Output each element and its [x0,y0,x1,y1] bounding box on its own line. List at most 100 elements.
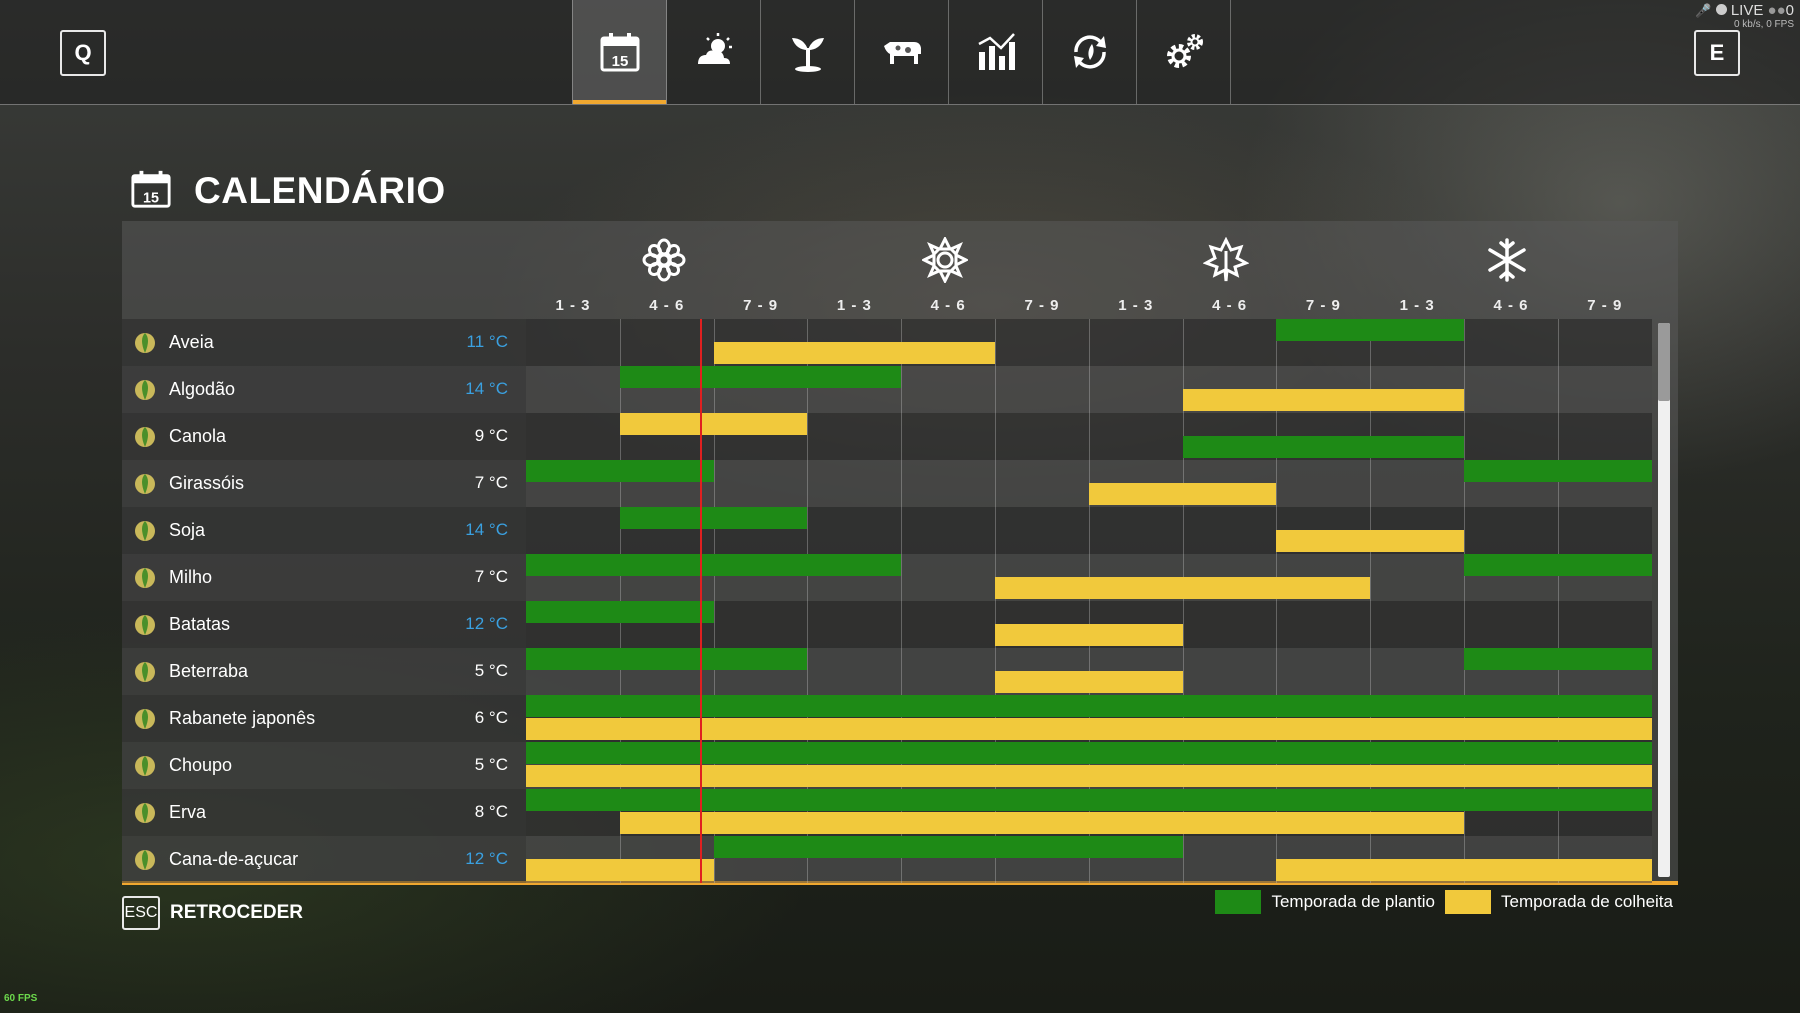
crop-row[interactable]: Cana-de-açucar 12 °C [122,836,1652,883]
crop-row[interactable]: Milho 7 °C [122,554,1652,601]
month-label: 7 - 9 [1024,297,1060,314]
grid-line [1557,601,1559,648]
grid-line [1088,366,1090,413]
grid-line [807,366,809,413]
title-calendar-day: 15 [143,190,159,206]
grid-line [1370,460,1372,507]
grid-line [901,507,903,554]
scrollbar-thumb[interactable] [1658,323,1670,401]
crop-sprout-icon [786,30,830,74]
crop-list-scrollbar[interactable] [1658,323,1670,877]
legend: Temporada de plantio Temporada de colhei… [1215,890,1673,914]
canola-icon [131,423,159,451]
crop-temperature: 7 °C [474,473,508,492]
crop-season-grid [526,648,1652,695]
grid-line [901,366,903,413]
crop-season-grid [526,695,1652,742]
grid-line [1182,648,1184,695]
crop-label-cell: Erva 8 °C [122,789,526,836]
crop-name: Aveia [169,332,214,352]
grid-line [1464,507,1465,554]
tab-settings[interactable] [1137,0,1231,104]
planting-season-bar [1182,436,1464,458]
grid-line [1088,836,1090,883]
grid-line [807,648,809,695]
crop-season-grid [526,742,1652,789]
grid-line [713,366,715,413]
crop-temperature: 6 °C [474,708,508,727]
crop-row[interactable]: Girassóis 7 °C [122,460,1652,507]
tab-cycle[interactable] [1043,0,1137,104]
grid-line [1370,319,1372,366]
crop-name: Beterraba [169,661,249,681]
crop-temperature: 9 °C [474,426,508,445]
crop-name: Erva [169,802,207,822]
crop-row[interactable]: Algodão 14 °C [122,366,1652,413]
weather-icon [692,30,736,74]
tab-crops[interactable] [761,0,855,104]
crop-row[interactable]: Rabanete japonês 6 °C [122,695,1652,742]
grid-line [995,366,996,413]
legend-harvest-label: Temporada de colheita [1500,892,1673,911]
harvest-season-bar [995,671,1183,693]
grid-line [1276,648,1278,695]
crop-label-cell: Cana-de-açucar 12 °C [122,836,526,883]
prev-page-key-button[interactable]: Q [60,30,106,76]
month-label: 7 - 9 [1587,297,1623,314]
crop-row[interactable]: Batatas 12 °C [122,601,1652,648]
live-dot-icon [1715,4,1727,15]
grid-line [807,554,809,601]
calendar-title-icon: 15 [130,168,172,215]
calendar-icon: 15 [598,30,642,74]
viewer-count: 0 [1785,2,1794,19]
grid-line [619,648,621,695]
crop-season-grid [526,366,1652,413]
poplar-icon [131,752,159,780]
cotton-icon [131,376,159,404]
grid-line [1182,836,1184,883]
crop-temperature: 8 °C [474,802,508,821]
tab-statistics[interactable] [949,0,1043,104]
summer-sun-icon [922,237,968,283]
next-page-key-button[interactable]: E [1694,30,1740,76]
month-label: 1 - 3 [836,297,872,314]
tab-weather[interactable] [667,0,761,104]
corn-icon [131,564,159,592]
crop-label-cell: Rabanete japonês 6 °C [122,695,526,742]
crop-label-cell: Beterraba 5 °C [122,648,526,695]
settings-icon [1162,30,1206,74]
harvest-season-bar [526,765,1652,787]
back-button[interactable]: ESC RETROCEDER [122,896,303,930]
crop-row[interactable]: Erva 8 °C [122,789,1652,836]
harvest-season-bar [1276,530,1464,552]
crop-row[interactable]: Soja 14 °C [122,507,1652,554]
grid-line [1464,366,1465,413]
crop-season-grid [526,413,1652,460]
autumn-leaf-icon [1203,237,1249,282]
planting-season-bar [619,507,808,529]
harvest-season-bar [526,718,1652,740]
crop-temperature: 14 °C [465,379,508,398]
crop-name: Rabanete japonês [169,708,316,728]
crop-temperature: 11 °C [466,332,508,351]
crop-label-cell: Aveia 11 °C [122,319,526,366]
grid-line [1464,319,1465,366]
crop-row[interactable]: Aveia 11 °C [122,319,1652,366]
top-menu-bar: Q 15 [0,0,1800,105]
grid-line [619,413,621,460]
crop-row[interactable]: Beterraba 5 °C [122,648,1652,695]
cycle-icon [1068,30,1112,74]
month-label: 1 - 3 [555,297,591,314]
tab-animals[interactable] [855,0,949,104]
microphone-icon: 🎤 [1695,3,1712,18]
crop-name: Milho [169,567,213,587]
grid-line [901,601,903,648]
crop-row[interactable]: Canola 9 °C [122,413,1652,460]
planting-season-bar [713,836,1183,858]
crop-row[interactable]: Choupo 5 °C [122,742,1652,789]
harvest-season-bar [1182,389,1464,411]
grid-line [1088,413,1090,460]
tab-calendar[interactable]: 15 [572,0,667,104]
month-label: 1 - 3 [1399,297,1435,314]
live-label: LIVE [1730,2,1764,19]
